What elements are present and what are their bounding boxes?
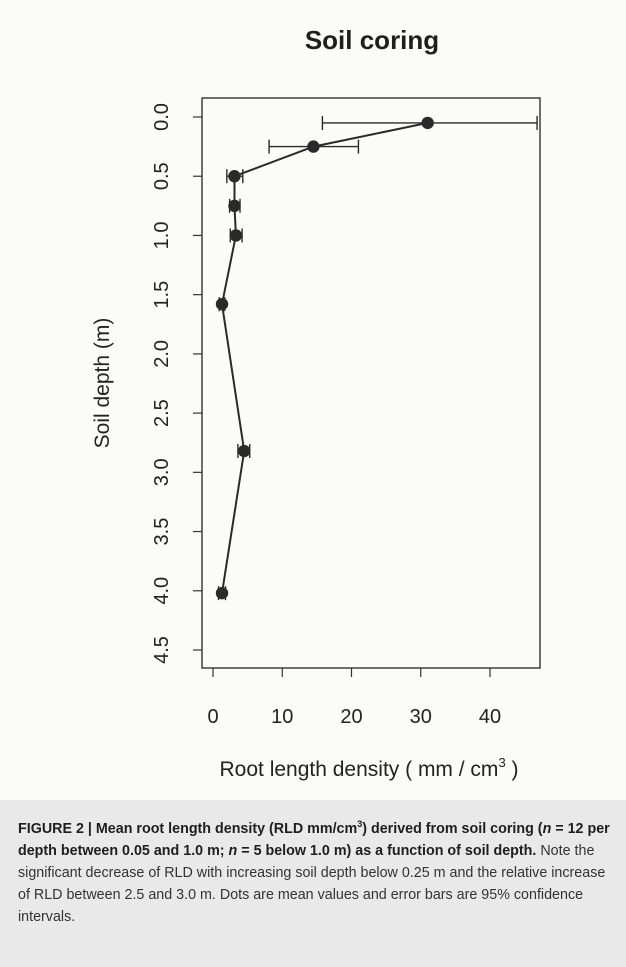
data-point	[229, 229, 243, 242]
caption-bold-sup: 3	[357, 819, 363, 830]
y-tick-label: 1.0	[151, 222, 173, 250]
chart: Soil coring 0 10 20 30 40 0.0 0.5 1.0 1.5 2.0 2.5 3…	[91, 25, 541, 781]
x-tick-label: 20	[340, 706, 362, 728]
y-tick-label: 0.5	[151, 162, 173, 190]
caption-bold-4: = 5 below 1.0 m) as a function of soil d…	[237, 843, 537, 859]
caption-panel	[0, 800, 626, 967]
figure-caption: FIGURE 2 | Mean root length density (RLD…	[18, 818, 614, 928]
caption-normal: Note the significant decrease of RLD wit…	[18, 843, 606, 925]
series-polyline	[220, 121, 428, 594]
x-tick-label: 30	[410, 706, 432, 728]
y-tick-label: 0.0	[151, 103, 173, 131]
y-tick-label: 4.0	[151, 577, 173, 605]
data-point	[307, 140, 320, 153]
caption-bold-2: ) derived from soil coring (	[362, 821, 543, 837]
chart-title: Soil coring	[305, 25, 439, 55]
data-point	[228, 199, 241, 213]
caption-bold-3: = 12 per depth between 0.05 and 1.0 m;	[18, 821, 610, 859]
error-bars	[217, 115, 538, 601]
y-tick-label: 3.5	[151, 518, 173, 546]
y-axis-label: Soil depth (m)	[91, 318, 114, 449]
data-point	[421, 116, 434, 130]
y-tick-label: 1.5	[151, 281, 173, 309]
x-axis-label-end: )	[506, 758, 519, 781]
x-axis-label: Root length density ( mm / cm3 )	[220, 755, 519, 781]
x-axis-label-main: Root length density ( mm / cm	[220, 758, 499, 781]
data-point	[215, 297, 229, 311]
data-point	[237, 444, 251, 458]
data-point	[215, 586, 229, 600]
axes: 0 10 20 30 40 0.0 0.5 1.0 1.5 2.0 2.5 3.0 3.5 4.0 4.5	[151, 103, 501, 728]
caption-bold-1: FIGURE 2 | Mean root length density (RLD…	[18, 821, 358, 837]
figure-panel	[0, 0, 626, 800]
y-tick-label: 4.5	[151, 636, 173, 664]
plot-frame	[201, 97, 541, 669]
x-axis-label-sup: 3	[498, 755, 505, 770]
data-points	[215, 116, 434, 600]
x-tick-label: 0	[207, 706, 218, 728]
y-tick-label: 3.0	[151, 458, 173, 486]
y-tick-label: 2.0	[151, 340, 173, 368]
x-tick-label: 40	[479, 706, 501, 728]
data-point	[228, 170, 241, 183]
x-tick-label: 10	[271, 706, 293, 728]
caption-n-1: n	[542, 821, 552, 837]
caption-n-2: n	[228, 843, 238, 859]
y-tick-label: 2.5	[151, 399, 173, 427]
series-line	[220, 121, 428, 594]
